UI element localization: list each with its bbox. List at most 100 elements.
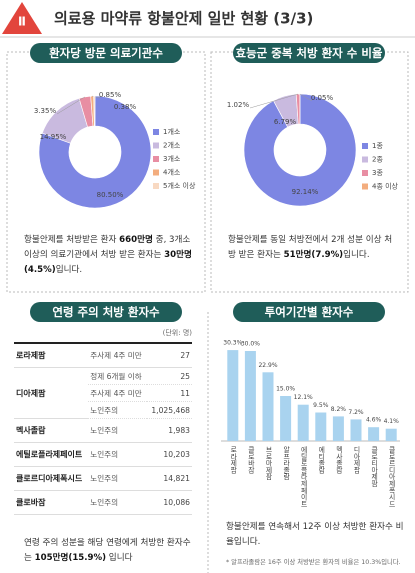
note-text: 660만명	[119, 235, 153, 245]
legend-swatch	[362, 143, 368, 149]
value-label: 4.1%	[384, 418, 400, 425]
leader-line	[299, 93, 313, 102]
table-row: 로라제팜 주사제 4주 미만 27	[14, 344, 192, 368]
legend-label: 3개소	[163, 154, 181, 163]
leader-line	[56, 96, 85, 115]
table-cell: 노인주의	[88, 442, 147, 467]
value-label: 92.14%	[292, 188, 319, 196]
page-title: 의료용 마약류 항불안제 일반 현황 (3/3)	[54, 10, 313, 28]
value-label: 7.2%	[348, 409, 364, 416]
bar	[385, 428, 397, 441]
table-cell: 클로바잠	[14, 490, 89, 515]
x-tick-label: 클로바잠	[246, 446, 254, 473]
value-label: 1.02%	[227, 101, 250, 109]
table-row: 에틸로플라제페이트 노인주의 10,203	[14, 442, 192, 467]
table-row: 멕사졸람 노인주의 1,983	[14, 418, 192, 443]
value-label: 15.0%	[276, 386, 295, 393]
x-tick-label: 디아제팜	[352, 445, 360, 473]
bar	[280, 396, 292, 441]
note-text: 입니다	[106, 553, 133, 563]
table-cell: 노인주의	[88, 466, 147, 491]
legend-swatch	[153, 169, 159, 176]
pie-slice	[243, 93, 357, 207]
table-cell: 로라제팜	[14, 344, 89, 368]
bar	[297, 404, 309, 441]
table-cell: 14,821	[146, 466, 192, 491]
table-cell: 디아제팜	[14, 367, 89, 419]
value-label: 9.5%	[313, 402, 329, 409]
panel-title: 환자당 방문 의료기관수	[30, 43, 182, 63]
value-label: 8.2%	[331, 406, 347, 413]
value-label: 22.9%	[258, 362, 277, 369]
bar	[262, 372, 274, 441]
table-row: 클로르디아제폭시드 노인주의 14,821	[14, 466, 192, 491]
table: 로라제팜 주사제 4주 미만 27 디아제팜 정제 6개월 이하 25 주사제 4주 미만 1…	[14, 344, 192, 515]
table-cell: 10,203	[146, 442, 192, 467]
value-label: 4.6%	[366, 417, 382, 424]
table-cell: 노인주의	[88, 490, 147, 515]
badge-label: Ⅱ	[18, 15, 26, 29]
leader-line	[249, 93, 299, 109]
bar	[332, 416, 344, 441]
note-text: 입니다.	[55, 265, 83, 275]
value-label: 6.79%	[274, 118, 297, 126]
note-text: 연령 주의 성분을 해당 연령에게 처방한 환자수는	[24, 538, 191, 563]
table-cell: 1,025,468	[146, 401, 192, 419]
footnote: * 알프라졸람은 16주 이상 처방받은 환자의 비율은 10.3%입니다.	[226, 559, 401, 566]
note: 항불안제를 연속해서 12주 이상 처방한 환자수 비율입니다.	[226, 520, 406, 550]
value-label: 0.85%	[99, 91, 122, 99]
table-row: 디아제팜 정제 6개월 이하 25	[14, 367, 192, 419]
x-tick-label: 로라제팜	[229, 446, 237, 473]
table-cell: 에틸로플라제페이트	[14, 442, 89, 467]
value-label: 0.05%	[311, 94, 334, 102]
table-row: 노인주의 1,025,468	[14, 401, 192, 419]
x-tick-label: 에틸로플라제페이트	[299, 445, 307, 507]
note-text: 51만명(7.9%)	[283, 250, 344, 260]
table-cell: 정제 6개월 이하	[88, 367, 147, 385]
legend-swatch	[153, 129, 159, 135]
note: 연령 주의 성분을 해당 연령에게 처방한 환자수는 105만명(15.9%) …	[24, 536, 196, 566]
x-tick-label: 클로르디아제폭시드	[387, 446, 395, 507]
note-text: 입니다.	[343, 250, 370, 260]
bar	[315, 412, 327, 441]
x-tick-label: 알프라졸람	[282, 445, 290, 480]
x-tick-label: 브로마제팜	[264, 446, 272, 480]
table-wrap: (단위: 명) 로라제팜 주사제 4주 미만 27 디아제팜 정제 6개월 이하 25 주사…	[14, 328, 192, 515]
table-row: 주사제 4주 미만 11	[14, 384, 192, 402]
legend-label: 5개소 이상	[163, 181, 196, 190]
panel-border	[210, 51, 409, 293]
value-label: 14.95%	[40, 133, 67, 141]
legend-swatch	[153, 142, 159, 149]
legend-label: 1개소	[163, 127, 181, 136]
legend-swatch	[362, 170, 368, 176]
x-tick-label: 멕사졸람	[334, 445, 342, 473]
x-tick-label: 에티졸람	[317, 445, 325, 473]
table-cell: 노인주의	[88, 418, 147, 443]
legend-label: 1종	[372, 142, 383, 150]
table-cell: 1,983	[146, 418, 192, 443]
note: 항불안제를 처방받은 환자 660만명 중, 3개소 이상의 의료기관에서 처방…	[24, 233, 194, 278]
legend-swatch	[153, 156, 159, 162]
table-cell: 25	[146, 367, 192, 385]
table-cell: 27	[146, 344, 192, 368]
legend-label: 2개소	[163, 141, 181, 150]
table-unit: (단위: 명)	[14, 328, 192, 344]
legend-swatch	[153, 183, 159, 189]
section-badge	[2, 2, 42, 34]
value-label: 30.0%	[241, 341, 260, 348]
note-text: 항불안제를 처방받은 환자	[24, 235, 120, 245]
note-text: 105만명(15.9%)	[34, 553, 107, 563]
table-cell: 노인주의	[88, 401, 147, 419]
note-text: 항불안제를 동일 처방전에서 2개 성분 이상 처방 받은 환자는	[228, 235, 393, 260]
table-cell: 주사제 4주 미만	[88, 344, 147, 368]
value-label: 3.35%	[34, 107, 57, 115]
legend-label: 4개소	[163, 168, 181, 177]
value-label: 12.1%	[294, 394, 313, 401]
note-text: 30만명(4.5%)	[24, 250, 192, 275]
bar	[350, 419, 362, 441]
table-row: 클로바잠 노인주의 10,086	[14, 490, 192, 515]
panel-title: 투여기간별 환자수	[233, 302, 385, 322]
bar	[244, 351, 256, 441]
